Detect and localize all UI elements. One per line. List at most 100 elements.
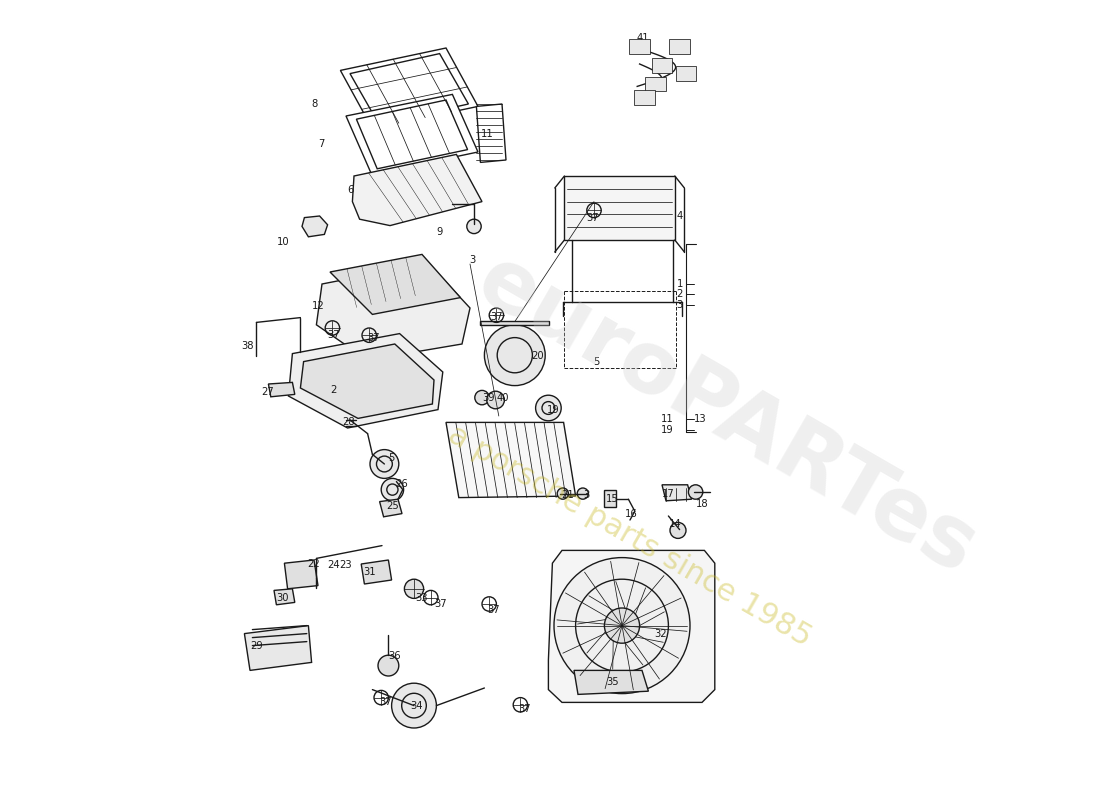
Text: 28: 28 <box>342 418 354 427</box>
Text: 10: 10 <box>277 237 290 246</box>
Polygon shape <box>302 216 328 237</box>
Text: 37: 37 <box>490 312 503 322</box>
Text: 37: 37 <box>434 599 447 609</box>
FancyBboxPatch shape <box>646 77 666 91</box>
Circle shape <box>558 488 569 499</box>
Text: 16: 16 <box>625 509 637 518</box>
Text: 14: 14 <box>669 519 681 529</box>
Text: 35: 35 <box>606 677 618 686</box>
Circle shape <box>378 655 399 676</box>
Polygon shape <box>330 254 461 314</box>
Text: 7: 7 <box>318 139 324 149</box>
Text: 37: 37 <box>518 704 530 714</box>
Circle shape <box>689 485 703 499</box>
Text: 37: 37 <box>586 213 598 222</box>
Polygon shape <box>549 550 715 702</box>
Text: 3: 3 <box>584 490 590 500</box>
Text: 19: 19 <box>547 406 560 415</box>
Polygon shape <box>340 48 478 129</box>
Text: 39: 39 <box>482 394 495 403</box>
Circle shape <box>670 522 686 538</box>
Circle shape <box>578 488 588 499</box>
Text: 1: 1 <box>676 279 683 289</box>
Polygon shape <box>574 670 648 694</box>
Text: 4: 4 <box>676 211 683 221</box>
Text: 13: 13 <box>694 414 706 424</box>
Polygon shape <box>285 560 318 589</box>
Polygon shape <box>288 334 443 428</box>
Polygon shape <box>481 321 549 325</box>
Circle shape <box>382 478 404 501</box>
Text: 36: 36 <box>388 651 401 661</box>
Polygon shape <box>564 176 674 240</box>
Text: 21: 21 <box>561 490 574 500</box>
FancyBboxPatch shape <box>675 66 696 81</box>
Text: 2: 2 <box>330 386 337 395</box>
Circle shape <box>484 325 546 386</box>
Text: 25: 25 <box>386 502 398 511</box>
Circle shape <box>475 390 490 405</box>
Polygon shape <box>476 104 506 162</box>
Text: 5: 5 <box>388 453 395 462</box>
Text: 29: 29 <box>250 641 263 650</box>
Text: 17: 17 <box>662 489 674 498</box>
Text: euroPARTes: euroPARTes <box>462 239 990 593</box>
Polygon shape <box>244 626 311 670</box>
Text: 12: 12 <box>311 302 324 311</box>
Circle shape <box>405 579 424 598</box>
Polygon shape <box>446 422 575 498</box>
Text: 18: 18 <box>695 499 708 509</box>
Text: 30: 30 <box>276 594 289 603</box>
Polygon shape <box>300 344 434 418</box>
Text: a porsche parts since 1985: a porsche parts since 1985 <box>443 420 816 652</box>
Text: 31: 31 <box>364 567 376 577</box>
Circle shape <box>466 219 481 234</box>
Text: 34: 34 <box>410 701 422 710</box>
Circle shape <box>392 683 437 728</box>
Text: 41: 41 <box>637 34 649 43</box>
Text: 27: 27 <box>262 387 274 397</box>
Text: 24: 24 <box>328 560 340 570</box>
Text: 33: 33 <box>416 594 428 603</box>
FancyBboxPatch shape <box>634 90 654 105</box>
Polygon shape <box>604 490 616 507</box>
Text: 40: 40 <box>496 394 509 403</box>
Polygon shape <box>317 263 470 360</box>
FancyBboxPatch shape <box>669 39 690 54</box>
Text: 37: 37 <box>378 697 392 706</box>
Text: 9: 9 <box>437 227 443 237</box>
Circle shape <box>536 395 561 421</box>
Text: 26: 26 <box>395 479 407 489</box>
Text: 37: 37 <box>366 334 379 343</box>
Polygon shape <box>379 499 401 517</box>
Circle shape <box>487 391 505 409</box>
FancyBboxPatch shape <box>651 58 672 73</box>
Text: 23: 23 <box>340 560 352 570</box>
Text: 3: 3 <box>470 255 475 265</box>
Text: 32: 32 <box>654 629 667 638</box>
Text: 38: 38 <box>242 342 254 351</box>
Text: 3: 3 <box>676 300 683 310</box>
Text: 22: 22 <box>307 559 320 569</box>
Polygon shape <box>352 154 482 226</box>
Polygon shape <box>268 382 295 397</box>
Text: 6: 6 <box>348 186 354 195</box>
Circle shape <box>604 608 639 643</box>
Text: 11: 11 <box>481 130 493 139</box>
Text: 19: 19 <box>660 426 673 435</box>
Circle shape <box>554 558 690 694</box>
Polygon shape <box>361 560 392 584</box>
Text: 8: 8 <box>311 99 318 109</box>
Text: 37: 37 <box>328 330 340 340</box>
Text: 11: 11 <box>660 414 673 424</box>
Polygon shape <box>274 589 295 605</box>
Text: 15: 15 <box>606 494 618 504</box>
Text: 37: 37 <box>487 605 499 614</box>
FancyBboxPatch shape <box>629 39 650 54</box>
Polygon shape <box>662 485 692 501</box>
Text: 2: 2 <box>676 290 683 299</box>
Text: 5: 5 <box>593 357 600 366</box>
Text: 20: 20 <box>531 351 543 361</box>
Polygon shape <box>346 94 478 174</box>
Circle shape <box>370 450 399 478</box>
